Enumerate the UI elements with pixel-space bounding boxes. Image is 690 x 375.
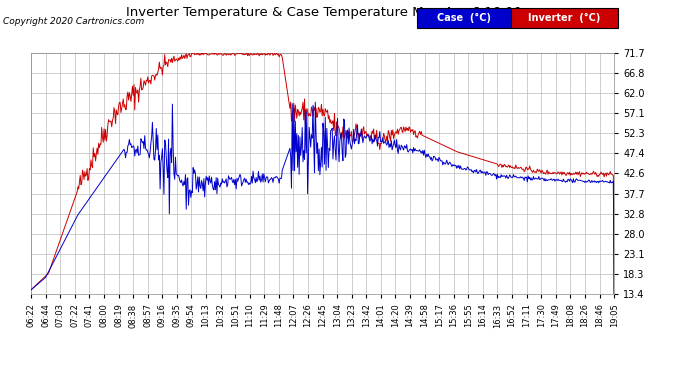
Text: Case  (°C): Case (°C) xyxy=(437,13,491,23)
Text: Copyright 2020 Cartronics.com: Copyright 2020 Cartronics.com xyxy=(3,17,145,26)
Text: Inverter  (°C): Inverter (°C) xyxy=(528,13,600,23)
Text: Inverter Temperature & Case Temperature Mon Apr 6 19:11: Inverter Temperature & Case Temperature … xyxy=(126,6,523,19)
